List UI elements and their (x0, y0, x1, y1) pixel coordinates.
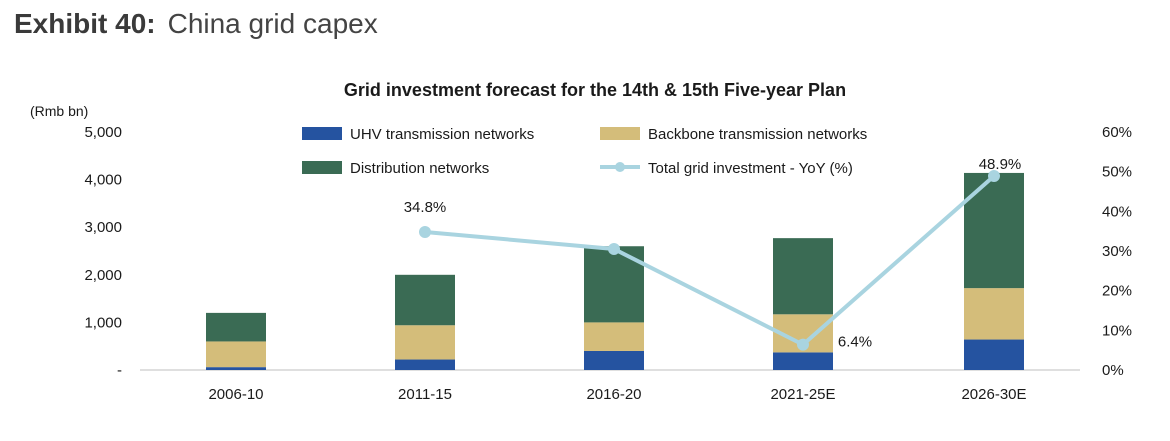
yoy-point (797, 338, 809, 351)
x-tick-label: 2026-30E (961, 386, 1026, 403)
axes: - 1,000 2,000 3,000 4,000 5,000 0% 10% 20% 30% 40%… (84, 124, 1132, 403)
y-tick-label: 4,000 (84, 172, 122, 189)
exhibit-number: Exhibit 40: (14, 8, 156, 39)
y-tick-label: 5,000 (84, 124, 122, 141)
legend-swatch-uhv (302, 127, 342, 140)
bar-segment (395, 325, 455, 360)
bar-segment (773, 352, 833, 370)
y2-tick-label: 0% (1102, 362, 1124, 379)
yoy-point (419, 225, 431, 238)
bar-segment (964, 172, 1024, 289)
x-tick-label: 2016-20 (586, 386, 641, 403)
x-tick-label: 2006-10 (208, 386, 263, 403)
bar-segment (584, 322, 644, 351)
y-tick-label: 2,000 (84, 267, 122, 284)
chart-title: Grid investment forecast for the 14th & … (344, 80, 846, 100)
bar-segment (964, 339, 1024, 370)
legend-marker-yoy (615, 162, 625, 172)
yoy-data-label: 6.4% (838, 334, 872, 351)
y2-tick-label: 60% (1102, 124, 1132, 141)
bar-segment (206, 312, 266, 342)
legend: UHV transmission networks Backbone trans… (302, 126, 867, 177)
bar-segment (773, 238, 833, 315)
legend-swatch-distribution (302, 161, 342, 174)
y2-tick-label: 50% (1102, 164, 1132, 181)
yoy-line: 34.8% 6.4% 48.9% (404, 156, 1022, 351)
y2-tick-label: 30% (1102, 243, 1132, 260)
x-tick-label: 2011-15 (398, 386, 452, 403)
y-tick-label: 1,000 (84, 314, 122, 331)
yoy-point (988, 170, 1000, 183)
legend-label-backbone: Backbone transmission networks (648, 126, 867, 143)
bars (206, 172, 1024, 370)
legend-label-distribution: Distribution networks (350, 160, 489, 177)
yoy-line-path (424, 174, 996, 348)
y2-tick-label: 40% (1102, 203, 1132, 220)
bar-segment (584, 350, 644, 370)
exhibit-heading: Exhibit 40: China grid capex (14, 8, 378, 40)
y2-tick-label: 10% (1102, 322, 1132, 339)
legend-swatch-backbone (600, 127, 640, 140)
bar-segment (964, 288, 1024, 340)
legend-label-yoy: Total grid investment - YoY (%) (648, 160, 853, 177)
bar-segment (206, 341, 266, 368)
bar-segment (395, 359, 455, 370)
exhibit-title: China grid capex (167, 8, 378, 39)
y-tick-label: 3,000 (84, 219, 122, 236)
yoy-data-label: 48.9% (979, 156, 1022, 173)
bar-segment (206, 367, 266, 370)
legend-label-uhv: UHV transmission networks (350, 126, 534, 143)
y2-tick-label: 20% (1102, 283, 1132, 300)
yoy-data-label: 34.8% (404, 199, 447, 216)
yoy-point (608, 243, 620, 256)
y-tick-label: - (117, 362, 122, 379)
bar-segment (395, 274, 455, 326)
y-axis-unit-label: (Rmb bn) (30, 103, 88, 119)
x-tick-label: 2021-25E (770, 386, 835, 403)
